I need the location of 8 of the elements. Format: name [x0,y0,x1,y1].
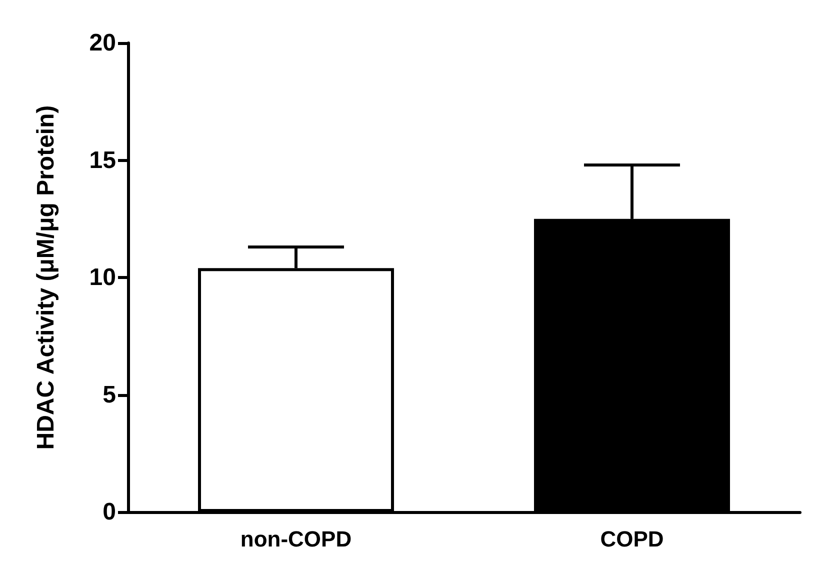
y-axis-title: HDAC Activity (μM/μg Protein) [32,105,60,450]
x-tick-label: COPD [600,526,664,552]
y-tick-label: 10 [89,264,116,291]
y-tick-label: 0 [102,498,116,526]
x-tick-label: non-COPD [240,526,352,552]
y-tick-label: 15 [89,146,116,174]
y-tick-label: 20 [89,30,116,56]
y-tick-label: 5 [102,381,116,408]
